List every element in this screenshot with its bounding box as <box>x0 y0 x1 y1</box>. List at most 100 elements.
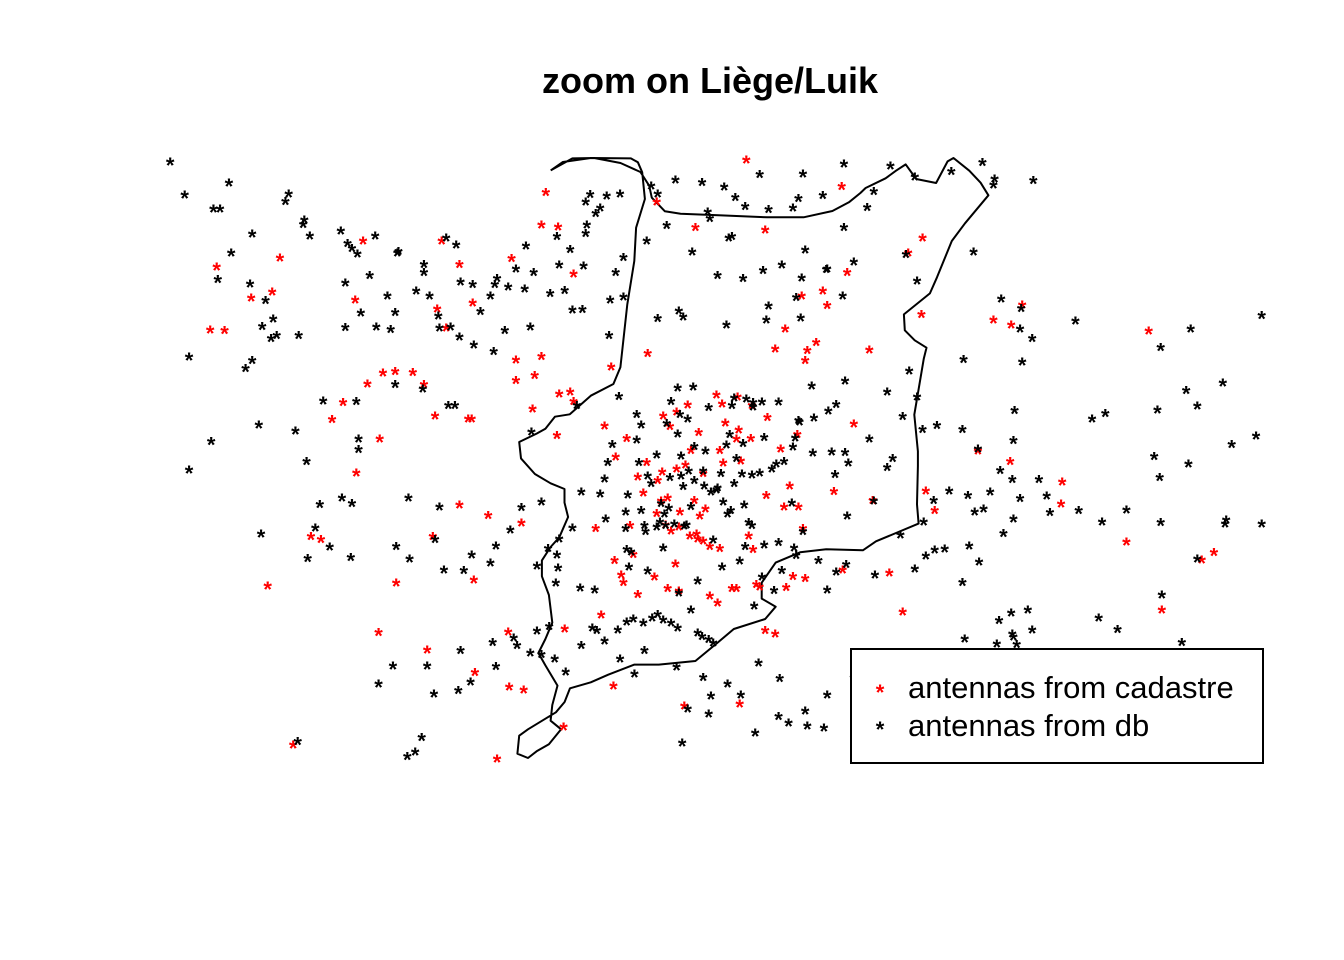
point-db-428: * <box>348 239 357 264</box>
point-db-90: * <box>1184 455 1193 480</box>
point-db-244: * <box>1094 609 1103 634</box>
point-cadastre-98: * <box>339 394 348 419</box>
point-cadastre-137: * <box>748 397 757 422</box>
point-cadastre-94: * <box>328 410 337 435</box>
point-db-375: * <box>486 287 495 312</box>
point-cadastre-139: * <box>600 417 609 442</box>
point-db-82: * <box>919 513 928 538</box>
point-cadastre-171: * <box>528 400 537 425</box>
point-db-279: * <box>615 388 624 413</box>
point-cadastre-97: * <box>431 407 440 432</box>
point-db-274: * <box>419 380 428 405</box>
legend-marker-cadastre: * <box>876 680 885 705</box>
point-db-121: * <box>677 467 686 492</box>
point-db-440: * <box>488 634 497 659</box>
point-db-104: * <box>841 443 850 468</box>
point-db-8: * <box>678 734 687 759</box>
point-db-171: * <box>604 454 613 479</box>
point-db-149: * <box>722 436 731 461</box>
point-cadastre-147: * <box>542 184 551 209</box>
point-cadastre-77: * <box>752 575 761 600</box>
point-cadastre-7: * <box>680 697 689 722</box>
point-db-314: * <box>501 322 510 347</box>
point-db-60: * <box>1012 635 1021 660</box>
point-db-241: * <box>1008 625 1017 650</box>
point-cadastre-60: * <box>699 464 708 489</box>
point-cadastre-35: * <box>749 541 758 566</box>
point-db-22: * <box>616 650 625 675</box>
point-db-12: * <box>820 719 829 744</box>
point-cadastre-30: * <box>789 568 798 593</box>
point-cadastre-143: * <box>672 460 681 485</box>
legend: * antennas from cadastre * antennas from… <box>850 648 1264 764</box>
point-db-151: * <box>732 449 741 474</box>
point-db-266: * <box>255 416 264 441</box>
point-cadastre-54: * <box>663 489 672 514</box>
point-db-184: * <box>460 562 469 587</box>
point-db-346: * <box>579 257 588 282</box>
point-db-344: * <box>642 232 651 257</box>
point-db-129: * <box>680 517 689 542</box>
point-db-276: * <box>451 397 460 422</box>
point-db-109: * <box>1008 470 1017 495</box>
point-db-450: * <box>667 614 676 639</box>
point-db-232: * <box>996 461 1005 486</box>
point-db-59: * <box>1007 604 1016 629</box>
point-db-108: * <box>974 440 983 465</box>
point-cadastre-85: * <box>1122 533 1131 558</box>
point-db-127: * <box>652 518 661 543</box>
point-db-26: * <box>454 682 463 707</box>
point-cadastre-182: * <box>666 418 675 443</box>
point-db-156: * <box>791 429 800 454</box>
point-db-206: * <box>643 562 652 587</box>
point-db-312: * <box>470 336 479 361</box>
point-db-93: * <box>1252 427 1261 452</box>
point-db-19: * <box>545 617 554 642</box>
point-db-302: * <box>241 359 250 384</box>
point-db-431: * <box>299 215 308 240</box>
point-db-381: * <box>586 185 595 210</box>
point-db-372: * <box>391 304 400 329</box>
point-db-160: * <box>832 395 841 420</box>
point-db-28: * <box>430 685 439 710</box>
point-db-119: * <box>700 477 709 502</box>
point-db-113: * <box>799 523 808 548</box>
point-cadastre-135: * <box>712 386 721 411</box>
point-db-439: * <box>417 728 426 753</box>
point-db-307: * <box>372 318 381 343</box>
point-cadastre-163: * <box>359 232 368 257</box>
point-cadastre-25: * <box>732 580 741 605</box>
point-db-80: * <box>842 556 851 581</box>
point-cadastre-76: * <box>728 580 737 605</box>
point-db-378: * <box>553 227 562 252</box>
point-db-139: * <box>727 502 736 527</box>
point-db-207: * <box>659 539 668 564</box>
point-cadastre-65: * <box>693 530 702 555</box>
point-db-143: * <box>699 462 708 487</box>
point-db-318: * <box>605 326 614 351</box>
point-cadastre-103: * <box>569 392 578 417</box>
point-db-128: * <box>682 516 691 541</box>
point-cadastre-156: * <box>797 287 806 312</box>
point-db-68: * <box>871 566 880 591</box>
point-db-319: * <box>606 291 615 316</box>
point-db-66: * <box>922 547 931 572</box>
point-cadastre-81: * <box>868 491 877 516</box>
point-db-146: * <box>652 446 661 471</box>
point-db-29: * <box>389 657 398 682</box>
point-db-209: * <box>748 517 757 542</box>
point-db-337: * <box>1016 320 1025 345</box>
point-cadastre-180: * <box>747 430 756 455</box>
point-db-77: * <box>758 568 767 593</box>
point-cadastre-119: * <box>512 371 521 396</box>
point-cadastre-111: * <box>206 321 215 346</box>
point-db-41: * <box>775 670 784 695</box>
point-db-123: * <box>624 486 633 511</box>
point-cadastre-92: * <box>352 464 361 489</box>
point-db-145: * <box>666 469 675 494</box>
point-cadastre-169: * <box>391 362 400 387</box>
point-cadastre-125: * <box>865 341 874 366</box>
point-db-448: * <box>653 605 662 630</box>
point-db-260: * <box>348 494 357 519</box>
point-db-288: * <box>760 428 769 453</box>
